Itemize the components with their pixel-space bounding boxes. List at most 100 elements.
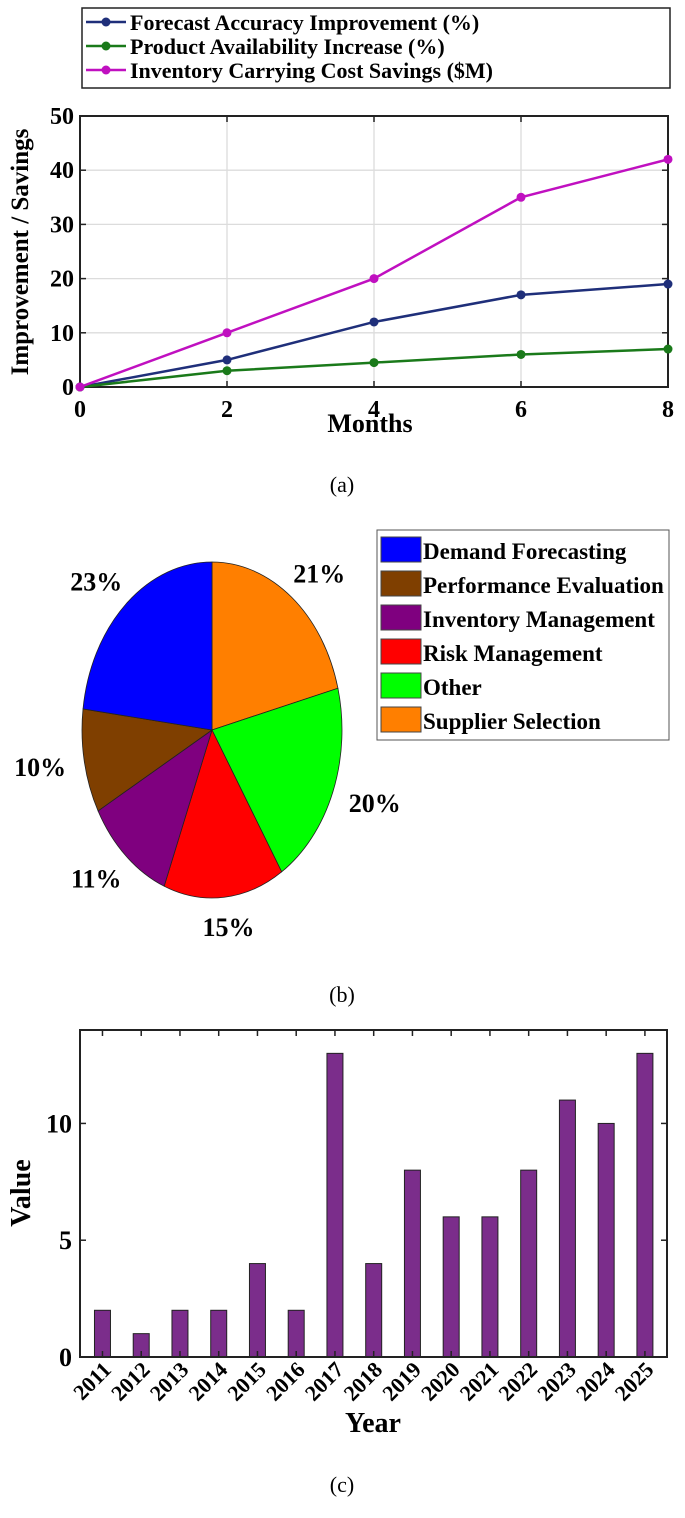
data-point: [516, 290, 526, 300]
caption-a: (a): [330, 472, 354, 497]
bar: [481, 1216, 499, 1358]
data-point: [663, 344, 673, 354]
x-tick-label: 2024: [571, 1357, 620, 1406]
pie-percent-label: 20%: [349, 789, 401, 818]
legend-label: Supplier Selection: [423, 709, 601, 734]
x-tick-label: 8: [662, 397, 674, 423]
data-point: [222, 355, 232, 365]
legend-entry: Inventory Carrying Cost Savings ($M): [86, 58, 493, 83]
line-chart-y-label: Improvement / Savings: [7, 128, 34, 375]
pie-percent-label: 21%: [293, 560, 345, 589]
bar: [636, 1052, 654, 1358]
x-tick-label: 2: [221, 397, 233, 423]
line-chart: 0 10 20 30 40 50 0 2 4 6 8 Months Improvement / S…: [7, 7, 674, 497]
y-tick-label: 50: [50, 104, 74, 130]
line-series-1: [75, 344, 673, 392]
pie-chart-legend-box: [376, 529, 670, 741]
y-tick-label: 20: [50, 267, 74, 293]
line-chart-legend: Forecast Accuracy Improvement (%)Product…: [81, 7, 671, 89]
pie-chart: 21% 20% 15% 11% 10% 23% Demand Forecasting Per…: [14, 529, 670, 1007]
legend-entry: Forecast Accuracy Improvement (%): [86, 10, 479, 35]
pie-slice: [163, 728, 283, 899]
pie-chart-labels: 21% 20% 15% 11% 10% 23%: [14, 560, 401, 943]
data-point: [369, 358, 379, 368]
x-tick-label: 2023: [532, 1357, 581, 1406]
x-tick-label: 2014: [183, 1357, 232, 1406]
y-tick-label: 30: [50, 212, 74, 238]
x-tick-label: 2012: [106, 1357, 155, 1406]
bar: [403, 1169, 421, 1358]
line-series-2: [75, 154, 673, 392]
pie-slice: [211, 687, 343, 873]
pie-slice: [211, 561, 339, 731]
legend-entry: Other: [380, 672, 482, 700]
legend-entry: Supplier Selection: [380, 706, 601, 734]
legend-entry: Inventory Management: [380, 604, 655, 632]
x-tick-label: 2022: [493, 1357, 542, 1406]
line-chart-x-ticks: 0 2 4 6 8: [74, 116, 674, 423]
data-point: [663, 279, 673, 289]
x-tick-label: 2021: [455, 1357, 504, 1406]
pie-slice: [82, 561, 213, 731]
pie-percent-label: 23%: [70, 567, 122, 596]
data-point: [663, 154, 673, 164]
bar: [558, 1099, 576, 1358]
line-chart-legend-box: [81, 7, 671, 89]
legend-entry: Demand Forecasting: [380, 536, 627, 564]
y-tick-label: 0: [59, 1343, 72, 1372]
legend-entry: Product Availability Increase (%): [86, 34, 445, 59]
x-tick-label: 2020: [416, 1357, 465, 1406]
pie-percent-label: 11%: [71, 865, 122, 894]
line-chart-y-ticks: 0 10 20 30 40 50: [50, 104, 668, 401]
bar: [93, 1309, 111, 1358]
pie-chart-slices: [81, 561, 343, 899]
data-point: [369, 274, 379, 284]
x-tick-label: 2019: [377, 1357, 426, 1406]
legend-entry: Risk Management: [380, 638, 603, 666]
data-point: [222, 366, 232, 376]
bar: [171, 1309, 189, 1358]
data-point: [516, 349, 526, 359]
legend-label: Forecast Accuracy Improvement (%): [130, 10, 479, 35]
line-chart-series: [75, 154, 673, 392]
bar: [442, 1216, 460, 1358]
bar-chart-x-label: Year: [345, 1408, 401, 1439]
legend-label: Other: [423, 675, 482, 700]
x-tick-label: 2016: [261, 1357, 310, 1406]
bar-chart: 0 5 10 20112012201320142015201620172018201…: [6, 1029, 668, 1497]
legend-label: Product Availability Increase (%): [130, 34, 445, 59]
legend-label: Inventory Management: [423, 607, 655, 632]
pie-percent-label: 10%: [14, 753, 66, 782]
line-chart-x-label: Months: [327, 409, 412, 438]
y-tick-label: 0: [62, 375, 74, 401]
bar: [326, 1052, 344, 1358]
x-tick-label: 2017: [300, 1357, 349, 1406]
pie-percent-label: 15%: [202, 913, 254, 942]
x-tick-label: 2013: [145, 1357, 194, 1406]
y-tick-label: 10: [50, 321, 74, 347]
data-point: [75, 382, 85, 392]
pie-slice: [81, 708, 214, 812]
x-tick-label: 2015: [222, 1357, 271, 1406]
pie-slice: [97, 728, 213, 887]
legend-label: Demand Forecasting: [423, 539, 627, 564]
bar-chart-y-label: Value: [6, 1159, 37, 1226]
bar: [287, 1309, 305, 1358]
legend-label: Risk Management: [423, 641, 603, 666]
bar-chart-y-ticks: 0 5 10: [46, 1109, 667, 1372]
bar-chart-bars: [93, 1052, 654, 1358]
y-tick-label: 40: [50, 158, 74, 184]
bar: [210, 1309, 228, 1358]
bar: [365, 1263, 383, 1358]
x-tick-label: 4: [368, 397, 380, 423]
x-tick-label: 2011: [68, 1357, 116, 1405]
line-chart-grid: [79, 115, 669, 388]
data-point: [222, 328, 232, 338]
legend-label: Performance Evaluation: [423, 573, 664, 598]
y-tick-label: 10: [46, 1109, 72, 1138]
pie-chart-legend: Demand Forecasting Performance Evaluation…: [376, 529, 670, 741]
x-tick-label: 2025: [610, 1357, 659, 1406]
x-tick-label: 2018: [338, 1357, 387, 1406]
data-point: [516, 192, 526, 202]
